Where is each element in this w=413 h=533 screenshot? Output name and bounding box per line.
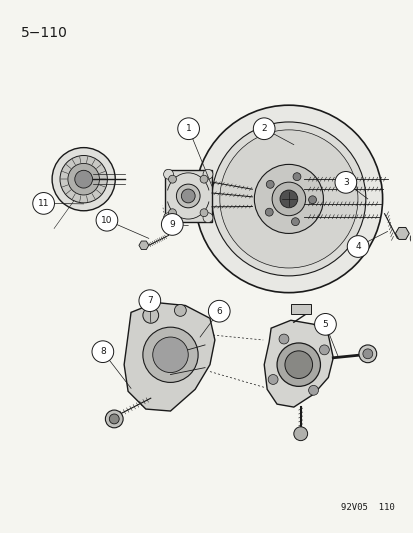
Circle shape [293,427,307,441]
Circle shape [276,343,320,386]
Text: 5−110: 5−110 [21,26,67,41]
Circle shape [358,345,376,362]
Circle shape [254,164,323,233]
Circle shape [347,236,368,257]
Text: 1: 1 [185,124,191,133]
Circle shape [92,341,114,362]
Circle shape [308,385,318,395]
Circle shape [68,164,99,195]
Circle shape [319,345,328,355]
Text: 4: 4 [354,242,360,251]
FancyBboxPatch shape [290,304,310,314]
Text: 9: 9 [169,220,175,229]
Circle shape [176,184,199,208]
Circle shape [278,334,288,344]
Circle shape [292,173,300,181]
Text: 2: 2 [261,124,266,133]
Circle shape [109,414,119,424]
FancyBboxPatch shape [164,171,211,222]
Circle shape [52,148,115,211]
Circle shape [284,351,312,378]
Circle shape [202,169,212,179]
Circle shape [105,410,123,428]
Circle shape [265,208,273,216]
Polygon shape [263,320,332,407]
Circle shape [271,182,305,216]
Polygon shape [139,241,148,249]
Circle shape [75,171,93,188]
Text: 8: 8 [100,347,105,356]
Circle shape [168,209,176,217]
Circle shape [291,218,299,225]
Circle shape [268,375,278,384]
Polygon shape [124,303,214,411]
Text: 7: 7 [147,296,152,305]
Circle shape [314,313,335,335]
Circle shape [181,189,195,203]
Circle shape [199,209,207,217]
Circle shape [161,214,183,235]
Circle shape [142,327,198,382]
Circle shape [195,105,382,293]
Circle shape [142,308,158,323]
Circle shape [409,233,413,244]
Text: 92V05  110: 92V05 110 [340,503,394,512]
Circle shape [279,190,297,208]
Circle shape [174,304,186,316]
Circle shape [208,300,230,322]
Circle shape [139,290,160,311]
Circle shape [253,118,274,140]
Circle shape [33,192,55,214]
Circle shape [308,196,316,204]
Text: 5: 5 [322,320,328,329]
Circle shape [177,118,199,140]
Circle shape [163,213,173,223]
Circle shape [211,122,365,276]
Circle shape [334,172,356,193]
Circle shape [199,175,207,183]
Circle shape [96,209,118,231]
Polygon shape [394,228,408,239]
Circle shape [219,130,357,268]
Text: 10: 10 [101,216,112,225]
Text: 6: 6 [216,306,222,316]
Circle shape [152,337,188,373]
Circle shape [362,349,372,359]
Circle shape [202,213,212,223]
Text: 11: 11 [38,199,49,208]
Text: 3: 3 [342,178,348,187]
Circle shape [168,175,176,183]
Circle shape [266,180,273,188]
Circle shape [163,169,173,179]
Circle shape [60,156,107,203]
